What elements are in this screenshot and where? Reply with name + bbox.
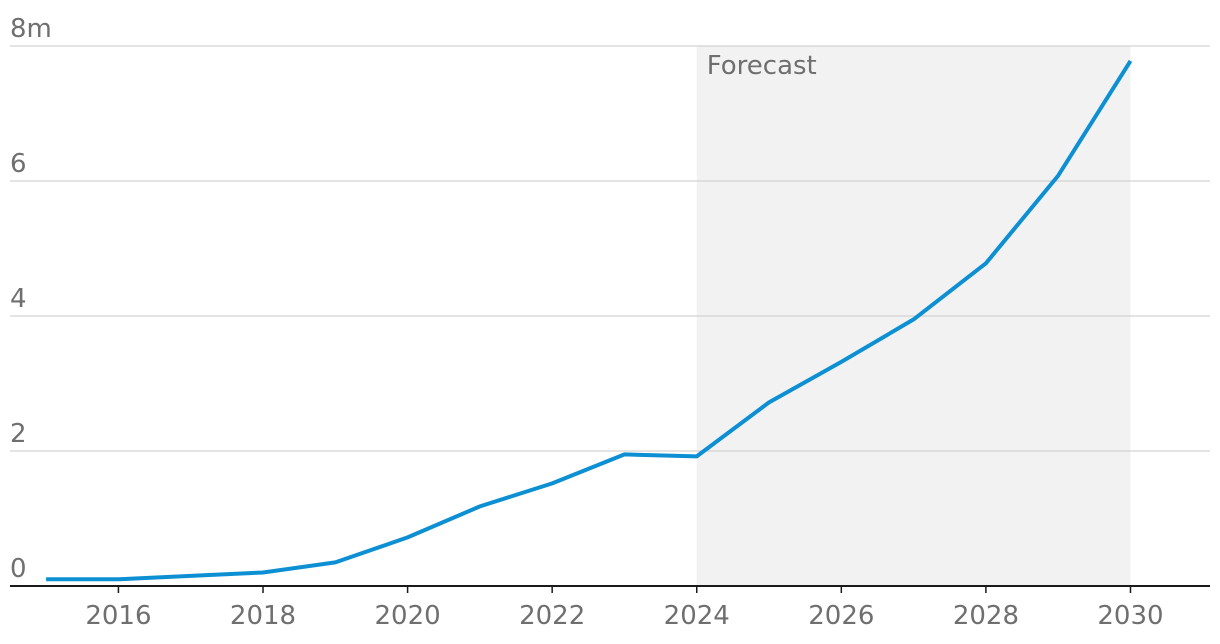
data-point <box>984 261 988 265</box>
annotations: Forecast <box>707 51 817 81</box>
x-axis: 2016 2018 2020 2022 2024 2026 2028 2030 <box>10 585 1210 631</box>
y-tick-label: 2 <box>10 419 27 449</box>
forecast-label: Forecast <box>707 51 817 81</box>
data-point <box>622 452 626 456</box>
series-line <box>46 59 1133 582</box>
data-point <box>839 360 843 364</box>
gridlines <box>10 45 1210 452</box>
x-tick-label: 2024 <box>664 601 730 631</box>
data-point <box>189 574 193 578</box>
data-point <box>116 577 120 581</box>
data-point <box>261 571 265 575</box>
x-tick-label: 2016 <box>85 601 151 631</box>
data-point <box>550 481 554 485</box>
data-point <box>1128 59 1132 63</box>
data-point <box>478 504 482 508</box>
y-tick-label: 6 <box>10 149 27 179</box>
y-tick-label: 8m <box>10 14 52 44</box>
data-point <box>44 577 48 581</box>
data-point <box>695 454 699 458</box>
x-tick-label: 2018 <box>230 601 296 631</box>
x-tick-label: 2020 <box>375 601 441 631</box>
data-point <box>1056 174 1060 178</box>
series-group <box>44 59 1133 582</box>
y-tick-label: 0 <box>10 554 27 584</box>
x-tick-label: 2030 <box>1097 601 1163 631</box>
data-point <box>406 535 410 539</box>
data-point <box>912 317 916 321</box>
data-point <box>767 400 771 404</box>
y-axis: 0 2 4 6 8m <box>10 14 52 584</box>
x-tick-label: 2022 <box>519 601 585 631</box>
x-tick-label: 2028 <box>953 601 1019 631</box>
data-point <box>333 560 337 564</box>
y-tick-label: 4 <box>10 284 27 314</box>
x-tick-label: 2026 <box>808 601 874 631</box>
